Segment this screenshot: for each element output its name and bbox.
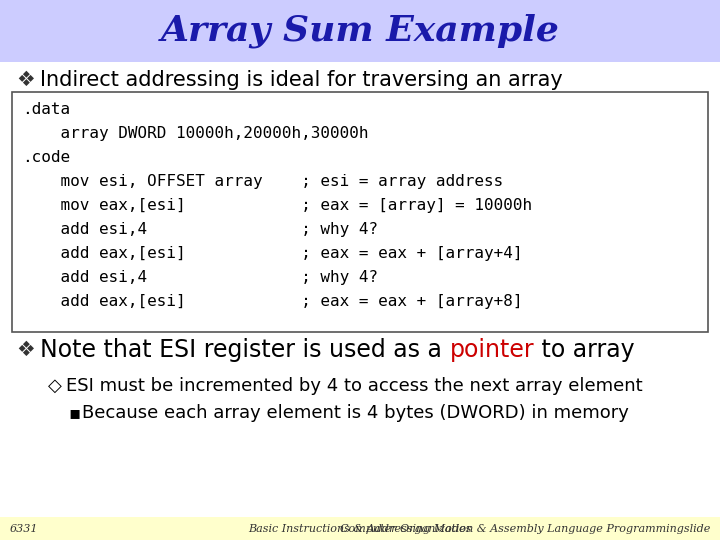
Text: add esi,4                ; why 4?: add esi,4 ; why 4? [22, 222, 378, 237]
Text: add esi,4                ; why 4?: add esi,4 ; why 4? [22, 270, 378, 285]
Text: 6331: 6331 [10, 523, 38, 534]
Text: Computer Organization & Assembly Language Programmingslide: Computer Organization & Assembly Languag… [340, 523, 710, 534]
Text: Note that ESI register is used as a: Note that ESI register is used as a [40, 338, 449, 362]
FancyBboxPatch shape [0, 517, 720, 540]
FancyBboxPatch shape [0, 0, 720, 62]
Text: mov eax,[esi]            ; eax = [array] = 10000h: mov eax,[esi] ; eax = [array] = 10000h [22, 198, 532, 213]
Text: .data: .data [22, 102, 70, 117]
Text: array DWORD 10000h,20000h,30000h: array DWORD 10000h,20000h,30000h [22, 126, 369, 141]
Text: ❖: ❖ [16, 340, 35, 360]
Text: mov esi, OFFSET array    ; esi = array address: mov esi, OFFSET array ; esi = array addr… [22, 174, 503, 189]
Text: ❖: ❖ [16, 70, 35, 90]
Text: .code: .code [22, 150, 70, 165]
Text: ESI must be incremented by 4 to access the next array element: ESI must be incremented by 4 to access t… [66, 377, 643, 395]
Text: ◇: ◇ [48, 377, 62, 395]
FancyBboxPatch shape [12, 92, 708, 332]
Text: Because each array element is 4 bytes (DWORD) in memory: Because each array element is 4 bytes (D… [82, 404, 629, 422]
Text: add eax,[esi]            ; eax = eax + [array+4]: add eax,[esi] ; eax = eax + [array+4] [22, 246, 523, 261]
Text: pointer: pointer [449, 338, 534, 362]
Text: add eax,[esi]            ; eax = eax + [array+8]: add eax,[esi] ; eax = eax + [array+8] [22, 294, 523, 309]
Text: Basic Instructions & Addressing Modes: Basic Instructions & Addressing Modes [248, 523, 472, 534]
Text: to array: to array [534, 338, 634, 362]
Text: Array Sum Example: Array Sum Example [161, 14, 559, 48]
Text: Indirect addressing is ideal for traversing an array: Indirect addressing is ideal for travers… [40, 70, 563, 90]
Text: ▪: ▪ [68, 404, 80, 422]
